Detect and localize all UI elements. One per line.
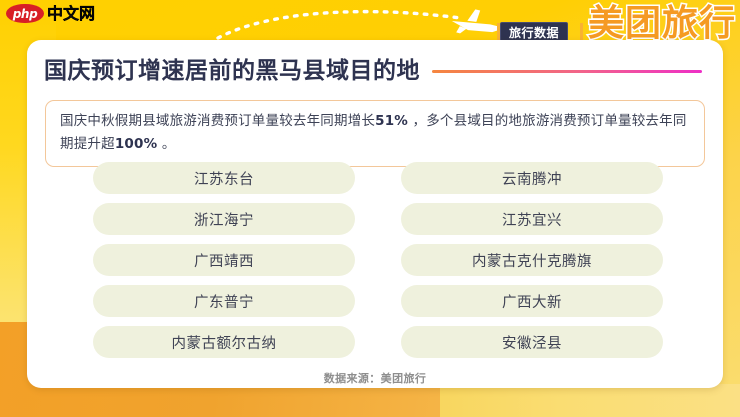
site-logo-label: 中文网 bbox=[47, 3, 96, 23]
summary-text: 国庆中秋假期县域旅游消费预订单量较去年同期增长51% ，多个县域目的地旅游消费预… bbox=[60, 110, 690, 156]
content-card: 国庆预订增速居前的黑马县域目的地 国庆中秋假期县域旅游消费预订单量较去年同期增长… bbox=[27, 40, 723, 388]
summary-stat-1: 51% bbox=[375, 113, 409, 129]
site-logo[interactable]: php 中文网 bbox=[6, 4, 95, 23]
list-item[interactable]: 广西靖西 bbox=[93, 244, 355, 276]
list-item[interactable]: 浙江海宁 bbox=[93, 203, 355, 235]
summary-part-2: ，多个县域目的地旅游消费预订单量较去年同期提升超 bbox=[60, 113, 687, 152]
list-item[interactable]: 江苏宜兴 bbox=[401, 203, 663, 235]
page-title: 国庆预订增速居前的黑马县域目的地 bbox=[44, 58, 420, 84]
summary-stat-2: 100% bbox=[114, 136, 158, 152]
list-item[interactable]: 安徽泾县 bbox=[401, 326, 663, 358]
status-badge: 旅行数据 bbox=[500, 22, 569, 43]
title-row: 国庆预订增速居前的黑马县域目的地 bbox=[44, 56, 714, 86]
background-bottom-band bbox=[440, 384, 740, 417]
summary-part-3: 。 bbox=[157, 136, 176, 152]
php-logo-icon: php bbox=[6, 4, 44, 23]
list-item[interactable]: 云南腾冲 bbox=[401, 162, 663, 194]
list-item[interactable]: 江苏东台 bbox=[93, 162, 355, 194]
top-bar: php 中文网 旅行数据 美团旅行 bbox=[0, 0, 740, 46]
data-source-label: 数据来源：美团旅行 bbox=[323, 372, 427, 385]
list-item[interactable]: 广西大新 bbox=[401, 285, 663, 317]
title-divider bbox=[432, 69, 702, 73]
destination-list: 江苏东台 云南腾冲 浙江海宁 江苏宜兴 广西靖西 内蒙古克什克腾旗 广东普宁 广… bbox=[93, 162, 663, 358]
badge-tick-right bbox=[580, 23, 583, 42]
list-item[interactable]: 内蒙古额尔古纳 bbox=[93, 326, 355, 358]
badge-tick-left bbox=[497, 23, 500, 42]
list-item[interactable]: 广东普宁 bbox=[93, 285, 355, 317]
brand-title: 美团旅行 bbox=[586, 2, 737, 45]
list-item[interactable]: 内蒙古克什克腾旗 bbox=[401, 244, 663, 276]
airplane-icon bbox=[210, 2, 510, 44]
summary-part-1: 国庆中秋假期县域旅游消费预订单量较去年同期增长 bbox=[60, 113, 376, 129]
summary-box: 国庆中秋假期县域旅游消费预订单量较去年同期增长51% ，多个县域目的地旅游消费预… bbox=[45, 100, 705, 167]
